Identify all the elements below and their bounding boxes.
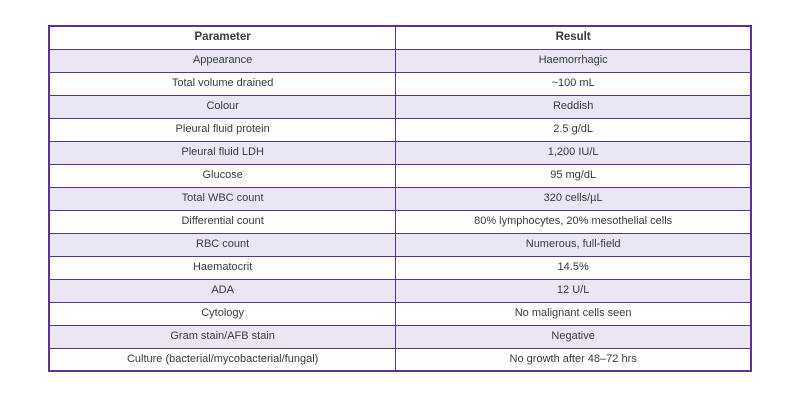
table-body: Appearance Haemorrhagic Total volume drain… (48, 48, 752, 372)
result-cell: 12 U/L (395, 278, 752, 303)
table-row: Differential count 80% lymphocytes, 20% m… (48, 209, 752, 234)
result-cell: ~100 mL (395, 71, 752, 96)
parameter-cell: Total WBC count (48, 186, 397, 211)
parameter-cell: Appearance (48, 48, 397, 73)
table-header: Parameter Result (48, 25, 752, 50)
table-row: Gram stain/AFB stain Negative (48, 324, 752, 349)
parameter-cell: RBC count (48, 232, 397, 257)
result-cell: Numerous, full-field (395, 232, 752, 257)
result-cell: 95 mg/dL (395, 163, 752, 188)
table-row: Total volume drained ~100 mL (48, 71, 752, 96)
parameter-cell: Total volume drained (48, 71, 397, 96)
parameter-cell: Haematocrit (48, 255, 397, 280)
table-row: Appearance Haemorrhagic (48, 48, 752, 73)
table-row: Culture (bacterial/mycobacterial/fungal)… (48, 347, 752, 372)
parameter-cell: Gram stain/AFB stain (48, 324, 397, 349)
result-cell: 80% lymphocytes, 20% mesothelial cells (395, 209, 752, 234)
table-row: Pleural fluid LDH 1,200 IU/L (48, 140, 752, 165)
table-row: Pleural fluid protein 2.5 g/dL (48, 117, 752, 142)
parameter-cell: Pleural fluid protein (48, 117, 397, 142)
parameter-cell: ADA (48, 278, 397, 303)
result-cell: Reddish (395, 94, 752, 119)
parameter-cell: Colour (48, 94, 397, 119)
parameter-cell: Glucose (48, 163, 397, 188)
table-row: Colour Reddish (48, 94, 752, 119)
table-row: ADA 12 U/L (48, 278, 752, 303)
result-cell: Negative (395, 324, 752, 349)
header-row: Parameter Result (48, 25, 752, 50)
table-row: RBC count Numerous, full-field (48, 232, 752, 257)
parameter-cell: Culture (bacterial/mycobacterial/fungal) (48, 347, 397, 372)
parameter-cell: Cytology (48, 301, 397, 326)
result-cell: No growth after 48–72 hrs (395, 347, 752, 372)
result-cell: 14.5% (395, 255, 752, 280)
table-row: Glucose 95 mg/dL (48, 163, 752, 188)
pleural-fluid-results-table-container: Parameter Result Appearance Haemorrhagic T… (48, 25, 752, 372)
result-cell: Haemorrhagic (395, 48, 752, 73)
result-cell: 320 cells/µL (395, 186, 752, 211)
table-row: Cytology No malignant cells seen (48, 301, 752, 326)
table-row: Total WBC count 320 cells/µL (48, 186, 752, 211)
column-header-parameter: Parameter (48, 25, 397, 50)
result-cell: 2.5 g/dL (395, 117, 752, 142)
table-row: Haematocrit 14.5% (48, 255, 752, 280)
result-cell: 1,200 IU/L (395, 140, 752, 165)
result-cell: No malignant cells seen (395, 301, 752, 326)
parameter-cell: Differential count (48, 209, 397, 234)
pleural-fluid-results-table: Parameter Result Appearance Haemorrhagic T… (48, 25, 752, 372)
parameter-cell: Pleural fluid LDH (48, 140, 397, 165)
column-header-result: Result (395, 25, 752, 50)
